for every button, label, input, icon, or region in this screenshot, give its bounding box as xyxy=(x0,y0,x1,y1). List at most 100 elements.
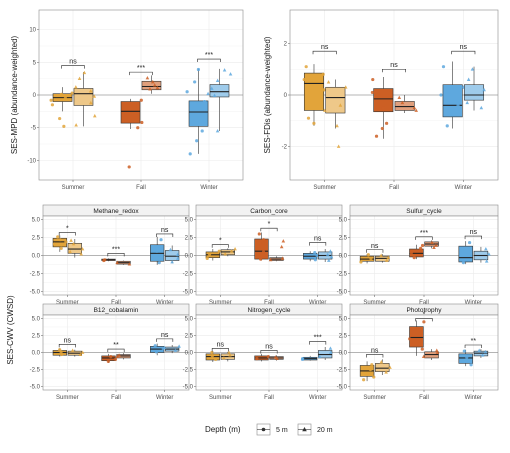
data-point xyxy=(175,252,180,257)
y-tick-label: 2 xyxy=(284,41,288,47)
x-tick-label: Winter xyxy=(465,300,482,306)
y-tick-label: -5.0 xyxy=(183,289,194,295)
y-tick-label: 2.5 xyxy=(32,236,41,242)
bracket-line xyxy=(366,249,384,253)
facet-title: B12_cobalamin xyxy=(94,307,139,314)
data-point xyxy=(435,350,440,354)
data-point xyxy=(465,355,469,359)
data-point xyxy=(74,123,78,127)
data-point xyxy=(215,128,220,133)
data-point xyxy=(259,257,263,261)
data-point xyxy=(328,346,333,350)
data-point xyxy=(63,96,68,100)
data-point xyxy=(421,354,426,358)
box-fall-5m xyxy=(101,353,118,363)
data-point xyxy=(227,350,231,354)
data-point xyxy=(233,247,237,251)
data-point xyxy=(461,261,466,265)
data-point xyxy=(306,116,311,120)
legend-triangle-icon xyxy=(302,427,307,432)
box-iqr xyxy=(325,86,346,114)
box-summer-20m xyxy=(322,79,348,148)
data-point xyxy=(380,126,384,131)
data-point xyxy=(202,99,207,104)
data-point xyxy=(329,350,333,354)
legend-item-5m: 5 m xyxy=(256,423,288,436)
data-point xyxy=(434,348,439,352)
significance-bracket: ns xyxy=(464,229,482,240)
data-point xyxy=(313,258,317,262)
data-point xyxy=(152,245,156,249)
data-point xyxy=(154,350,158,354)
data-point xyxy=(64,240,68,244)
data-point xyxy=(362,378,366,382)
y-tick-label: 0.0 xyxy=(339,254,348,260)
significance-label: ns xyxy=(161,332,169,339)
bracket-line xyxy=(107,253,125,257)
data-point xyxy=(441,65,446,69)
significance-bracket: ns xyxy=(211,341,229,352)
box-summer-20m xyxy=(375,253,391,263)
data-point xyxy=(79,252,83,256)
data-point xyxy=(257,232,261,236)
data-point xyxy=(210,354,214,358)
bracket-line xyxy=(211,348,229,352)
legend-label-20m: 20 m xyxy=(317,427,333,434)
data-point xyxy=(58,238,62,242)
facet-title: Sulfur_cycle xyxy=(406,208,442,215)
data-point xyxy=(400,100,405,105)
y-tick-label: -2.5 xyxy=(183,368,194,374)
data-point xyxy=(207,252,212,256)
data-point xyxy=(385,121,389,125)
data-point xyxy=(113,357,118,361)
data-point xyxy=(162,345,167,350)
box-fall-5m xyxy=(120,98,144,169)
data-point xyxy=(78,352,83,356)
y-tick-label: -2.5 xyxy=(337,368,348,374)
data-point xyxy=(313,251,317,255)
significance-label: ** xyxy=(471,338,477,345)
data-point xyxy=(49,98,53,102)
x-tick-label: Fall xyxy=(264,395,274,401)
data-point xyxy=(445,124,449,128)
x-tick-label: Winter xyxy=(309,395,326,401)
significance-bracket: ns xyxy=(366,348,384,358)
x-tick-label: Summer xyxy=(363,395,386,401)
data-point xyxy=(369,256,373,260)
box-fall-5m xyxy=(254,232,269,261)
data-point xyxy=(480,353,485,357)
box-winter-20m xyxy=(473,246,491,263)
data-point xyxy=(470,67,475,71)
data-point xyxy=(74,85,78,89)
box-iqr xyxy=(188,100,209,127)
data-point xyxy=(121,113,125,117)
y-tick-label: -2 xyxy=(282,145,288,151)
bracket-line xyxy=(156,233,174,237)
data-point xyxy=(89,100,93,105)
data-point xyxy=(430,240,434,244)
significance-label: ns xyxy=(217,341,225,348)
data-point xyxy=(159,238,163,242)
bracket-line xyxy=(464,235,482,240)
data-point xyxy=(188,152,192,156)
legend-label-5m: 5 m xyxy=(276,427,288,434)
box-iqr xyxy=(120,101,141,124)
box-iqr xyxy=(209,84,230,98)
box-summer-20m xyxy=(220,350,235,362)
y-tick-label: 10 xyxy=(29,28,36,34)
significance-bracket: ns xyxy=(312,44,337,55)
shared-y-axis-label: SES-CWV (CWSD) xyxy=(6,295,15,365)
data-point xyxy=(185,90,189,94)
box-iqr xyxy=(394,101,415,111)
significance-label: ns xyxy=(390,62,398,69)
data-point xyxy=(222,355,226,360)
box-iqr xyxy=(373,88,394,113)
y-tick-label: -2.5 xyxy=(337,271,348,277)
y-tick-label: -2.5 xyxy=(183,271,194,277)
bracket-line xyxy=(415,236,433,240)
significance-bracket: * xyxy=(211,238,229,248)
data-point xyxy=(328,249,333,253)
x-tick-label: Winter xyxy=(156,395,173,401)
data-point xyxy=(409,251,414,255)
